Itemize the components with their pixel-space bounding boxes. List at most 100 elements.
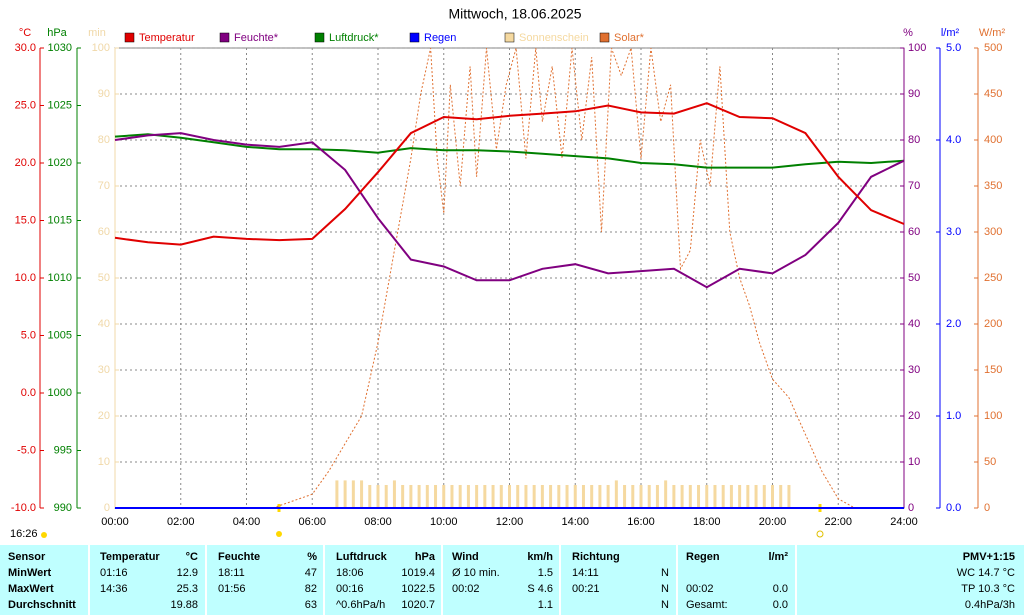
y-tick-label: 70 bbox=[908, 180, 920, 192]
y-tick-label: 1015 bbox=[48, 214, 72, 226]
y-tick-label: 15.0 bbox=[15, 214, 36, 226]
table-header: Richtung bbox=[572, 551, 620, 563]
table-panel bbox=[90, 545, 205, 615]
legend-swatch bbox=[599, 32, 610, 43]
sunshine-bar bbox=[417, 485, 421, 508]
table-panel bbox=[325, 545, 441, 615]
sunshine-bar bbox=[664, 480, 668, 508]
table-cell: 82 bbox=[305, 583, 317, 595]
sunshine-bar bbox=[779, 485, 783, 508]
y-tick-label: 100 bbox=[984, 410, 1002, 422]
y-tick-label: 50 bbox=[908, 272, 920, 284]
x-tick-label: 24:00 bbox=[890, 516, 918, 528]
x-tick-label: 22:00 bbox=[824, 516, 852, 528]
x-tick-label: 20:00 bbox=[759, 516, 787, 528]
y-tick-label: 30 bbox=[98, 364, 110, 376]
y-tick-label: 10.0 bbox=[15, 272, 36, 284]
sunshine-bar bbox=[499, 485, 503, 508]
table-cell: N bbox=[661, 583, 669, 595]
x-tick-label: 12:00 bbox=[496, 516, 524, 528]
table-cell: 14:36 bbox=[100, 583, 128, 595]
table-cell: 18:06 bbox=[336, 567, 364, 579]
x-tick-label: 18:00 bbox=[693, 516, 721, 528]
y-tick-label: 1020 bbox=[48, 157, 72, 169]
y-tick-label: 350 bbox=[984, 180, 1002, 192]
sunshine-bar bbox=[672, 485, 676, 508]
chart-title: Mittwoch, 18.06.2025 bbox=[448, 6, 581, 22]
y-tick-label: 0 bbox=[984, 502, 990, 514]
y-tick-label: 4.0 bbox=[946, 134, 961, 146]
y-tick-label: 3.0 bbox=[946, 226, 961, 238]
y-tick-label: 20 bbox=[908, 410, 920, 422]
table-cell: Gesamt: bbox=[686, 599, 728, 611]
legend-label: Temperatur bbox=[139, 32, 195, 44]
sunshine-bar bbox=[623, 485, 627, 508]
table-header: MaxWert bbox=[8, 583, 54, 595]
sunshine-bar bbox=[384, 485, 388, 508]
y-tick-label: 40 bbox=[98, 318, 110, 330]
sunshine-bar bbox=[639, 485, 643, 508]
sunshine-bar bbox=[647, 485, 651, 508]
sunshine-bar bbox=[655, 485, 659, 508]
y-tick-label: 0 bbox=[104, 502, 110, 514]
table-panel bbox=[207, 545, 323, 615]
table-cell: 18:11 bbox=[218, 567, 245, 579]
y-tick-label: 300 bbox=[984, 226, 1002, 238]
sunset-icon bbox=[816, 530, 824, 538]
table-cell: ^0.6hPa/h bbox=[336, 599, 385, 611]
sunshine-bar bbox=[713, 485, 717, 508]
sunshine-bar bbox=[729, 485, 733, 508]
table-cell: N bbox=[661, 567, 669, 579]
y-tick-label: 90 bbox=[908, 88, 920, 100]
legend-label: Sonnenschein bbox=[519, 32, 589, 44]
y-tick-label: 40 bbox=[908, 318, 920, 330]
table-panel bbox=[561, 545, 676, 615]
table-cell: 19.88 bbox=[170, 599, 198, 611]
y-tick-label: -10.0 bbox=[11, 502, 36, 514]
y-tick-label: 2.0 bbox=[946, 318, 961, 330]
sunshine-bar bbox=[442, 485, 446, 508]
y-tick-label: 1030 bbox=[48, 42, 72, 54]
y-tick-label: 450 bbox=[984, 88, 1002, 100]
y-tick-label: 0 bbox=[908, 502, 914, 514]
sunshine-bar bbox=[631, 485, 635, 508]
table-cell: 63 bbox=[305, 599, 317, 611]
x-tick-label: 06:00 bbox=[298, 516, 326, 528]
sun-dot bbox=[41, 532, 47, 538]
sunshine-bar bbox=[581, 485, 585, 508]
sunshine-bar bbox=[368, 485, 372, 508]
y-tick-label: 995 bbox=[54, 444, 72, 456]
x-tick-label: 08:00 bbox=[364, 516, 392, 528]
y-tick-label: 30 bbox=[908, 364, 920, 376]
sunshine-bar bbox=[771, 485, 774, 508]
x-tick-label: 00:00 bbox=[101, 516, 129, 528]
x-tick-label: 02:00 bbox=[167, 516, 195, 528]
sunshine-bar bbox=[787, 485, 791, 508]
table-header: Durchschnitt bbox=[8, 599, 76, 611]
y-tick-label: 5.0 bbox=[21, 329, 36, 341]
sunshine-bar bbox=[762, 485, 766, 508]
legend-swatch bbox=[219, 32, 230, 43]
y-tick-label: 1025 bbox=[48, 99, 72, 111]
y-tick-label: 10 bbox=[98, 456, 110, 468]
sunshine-bar bbox=[343, 480, 347, 508]
sunshine-bar bbox=[516, 485, 520, 508]
y-tick-label: 30.0 bbox=[15, 42, 36, 54]
legend-label: Regen bbox=[424, 32, 456, 44]
table-header: MinWert bbox=[8, 567, 52, 579]
y-tick-label: 100 bbox=[908, 42, 926, 54]
sunrise-icon bbox=[276, 531, 282, 537]
sunshine-bar bbox=[549, 485, 553, 508]
y-tick-label: 20.0 bbox=[15, 157, 36, 169]
x-tick-label: 14:00 bbox=[561, 516, 589, 528]
y-tick-label: 10 bbox=[908, 456, 920, 468]
table-cell: 00:02 bbox=[452, 583, 480, 595]
sunshine-bar bbox=[573, 485, 577, 508]
sunshine-bar bbox=[466, 485, 470, 508]
y-tick-label: 50 bbox=[984, 456, 996, 468]
y-tick-label: 70 bbox=[98, 180, 110, 192]
y-tick-label: 25.0 bbox=[15, 99, 36, 111]
table-cell: 01:56 bbox=[218, 583, 246, 595]
table-cell: 0.4hPa/3h bbox=[965, 599, 1015, 611]
table-header: Feuchte bbox=[218, 551, 260, 563]
